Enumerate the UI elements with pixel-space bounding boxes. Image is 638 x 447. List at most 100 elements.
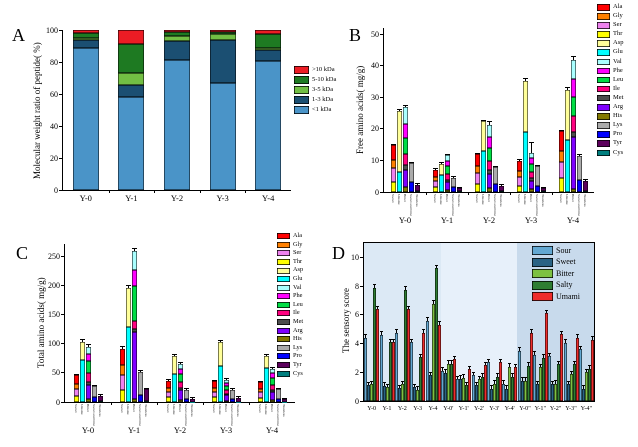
legend-label: Ile xyxy=(613,84,620,92)
legend-swatch xyxy=(277,293,290,300)
sensory-bar xyxy=(413,387,417,401)
error-bar xyxy=(498,358,503,363)
error-bar xyxy=(566,380,571,385)
bar-segment xyxy=(402,138,408,155)
bar-segment xyxy=(511,376,515,401)
bar-segment xyxy=(97,401,103,402)
bar-segment xyxy=(456,379,460,401)
sensory-bar xyxy=(541,357,545,401)
sensory-bar xyxy=(465,385,469,401)
bar-taste-label: Sweet and bitter xyxy=(184,404,188,426)
bar-segment xyxy=(570,116,576,133)
error-bar xyxy=(165,379,172,381)
stacked-bar xyxy=(498,185,504,192)
sensory-bar xyxy=(578,349,582,401)
error-bar xyxy=(382,382,387,386)
bar-segment xyxy=(534,186,540,192)
legend-label: 5-10 kDa xyxy=(312,75,337,83)
error-bar xyxy=(369,380,374,385)
bar-segment xyxy=(468,369,472,401)
bar-taste-label: Umami xyxy=(172,404,176,415)
bar-segment xyxy=(79,359,85,402)
sensory-bar xyxy=(376,309,380,401)
bar-segment xyxy=(480,121,486,151)
sensory-bar xyxy=(437,324,441,401)
bar-segment xyxy=(492,383,496,401)
bar-segment xyxy=(570,78,576,98)
y-axis-tick-label: 6 xyxy=(355,310,359,320)
sensory-bar xyxy=(388,342,392,401)
bar-taste-label: Tasteless xyxy=(541,194,545,207)
error-bar xyxy=(492,380,497,384)
legend-item: Arg xyxy=(597,104,623,111)
y-axis-tick xyxy=(59,125,63,127)
error-bar xyxy=(584,368,589,373)
sensory-bar xyxy=(544,313,548,401)
legend-swatch xyxy=(277,370,290,377)
error-bar xyxy=(449,360,454,364)
error-bar xyxy=(534,164,541,167)
bar-segment xyxy=(528,172,534,179)
sensory-bar xyxy=(508,366,512,401)
bar-segment xyxy=(211,397,217,402)
panel-a-label: A xyxy=(12,25,25,45)
legend-swatch xyxy=(277,353,290,360)
sensory-bar xyxy=(474,385,478,401)
bar-segment xyxy=(164,32,190,37)
legend-label: Met xyxy=(293,317,304,325)
x-axis-tick xyxy=(426,192,427,195)
error-bar xyxy=(517,347,522,351)
legend-item: Asp xyxy=(597,40,623,47)
bar-taste-label: Bitter xyxy=(445,194,449,202)
bar-segment xyxy=(367,385,371,401)
error-bar xyxy=(119,346,126,349)
sensory-bar xyxy=(459,378,463,401)
stacked-bar xyxy=(582,180,588,192)
bar-taste-label: Tasteless xyxy=(190,404,194,417)
stacked-bar xyxy=(171,355,177,402)
sensory-bar xyxy=(520,380,524,401)
legend-swatch xyxy=(277,310,290,317)
x-axis-tick xyxy=(245,190,247,193)
x-category-label: Y-1 xyxy=(125,193,138,203)
error-bar xyxy=(412,383,417,388)
x-axis-tick xyxy=(249,402,250,405)
legend-label: Phe xyxy=(293,292,303,300)
stacked-bar xyxy=(414,184,420,192)
bar-segment xyxy=(269,373,275,378)
bar-segment xyxy=(73,384,79,390)
y-axis-tick-label: 30 xyxy=(371,92,379,102)
error-bar xyxy=(275,387,282,390)
error-bar xyxy=(456,186,463,189)
bar-segment xyxy=(570,97,576,117)
x-category-label: Y-1 xyxy=(382,405,392,412)
bar-segment xyxy=(517,350,521,401)
bar-segment xyxy=(572,364,576,401)
legend-item: 1-3 kDa xyxy=(294,96,336,104)
y-axis-tick xyxy=(380,159,384,161)
legend-label: Arg xyxy=(293,326,303,334)
bar-segment xyxy=(528,152,534,158)
stacked-bar xyxy=(229,389,235,402)
y-axis-tick-label: 2 xyxy=(355,367,359,377)
bar-segment xyxy=(437,324,441,401)
sensory-bar xyxy=(471,375,475,401)
bar-segment xyxy=(73,396,79,402)
bar-segment xyxy=(390,168,396,182)
y-axis-tick xyxy=(360,256,364,258)
y-axis-tick xyxy=(59,29,63,31)
x-axis-tick xyxy=(154,190,156,193)
bar-segment xyxy=(131,320,137,330)
error-bar xyxy=(520,377,525,381)
sensory-bar xyxy=(526,365,530,401)
bar-segment xyxy=(438,163,444,175)
error-bar xyxy=(464,381,469,386)
bar-taste-label: Tasteless xyxy=(144,404,148,417)
legend-item: Phe xyxy=(597,67,623,75)
bar-taste-label: Umami xyxy=(397,194,401,205)
x-category-label: Y-3 xyxy=(219,425,233,435)
bar-segment xyxy=(540,191,546,192)
error-bar xyxy=(477,375,482,380)
error-bar xyxy=(510,373,515,377)
legend-item: <1 kDa xyxy=(294,106,336,114)
